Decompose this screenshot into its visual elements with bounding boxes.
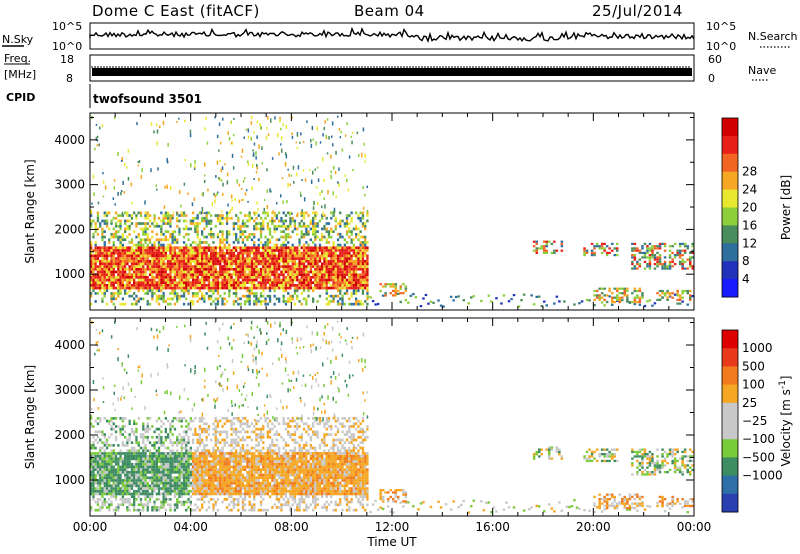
velocity-xlabel: Time UT (366, 535, 417, 549)
power-colorbar-seg-0 (722, 118, 738, 137)
power-colorbar-seg-8 (722, 261, 738, 280)
velocity-colorbar-frame (721, 329, 739, 513)
velocity-colorbar-seg-0 (722, 330, 738, 349)
velocity-colorbar-seg-9 (722, 493, 738, 513)
velocity-ylabel: Slant Range [km] (23, 365, 37, 469)
velocity-ytick-3: 4000 (54, 338, 85, 352)
power-ytick-1: 2000 (54, 222, 85, 236)
velocity-colorbar-seg-2 (722, 366, 738, 386)
velocity-xtick-0: 00:00 (73, 520, 108, 534)
nsearch-tick-top: 10^5 (706, 20, 736, 33)
velocity-cbtick-5: −100 (742, 432, 775, 446)
freq-tick-bottom: 8 (66, 72, 73, 85)
power-ytick-3: 4000 (54, 133, 85, 147)
power-cbtick-3: 16 (742, 218, 757, 232)
nsky-tick-bottom: 10^0 (52, 40, 82, 53)
velocity-colorbar-seg-6 (722, 439, 738, 458)
nsearch-label: N.Search (748, 30, 798, 43)
velocity-colorbar-seg-5 (722, 421, 738, 440)
velocity-ytick-1: 2000 (54, 428, 85, 442)
nave-trace (91, 66, 690, 68)
nsky-tick-top: 10^5 (52, 20, 82, 33)
power-colorbar-frame (721, 117, 739, 298)
nave-label: Nave (748, 64, 776, 77)
power-colorbar-seg-5 (722, 207, 738, 226)
top-panels: 10^5 10^0 N.Sky 10^5 10^0 N.Search Freq. [MHz] 1… (2, 20, 798, 108)
velocity-colorbar-seg-7 (722, 457, 738, 477)
velocity-cbtick-1: 500 (742, 359, 765, 373)
freq-unit: [MHz] (4, 68, 36, 81)
date-label: 25/Jul/2014 (592, 2, 683, 20)
power-colorbar-seg-3 (722, 171, 738, 191)
cpid-label: CPID (6, 91, 35, 104)
velocity-cbtick-4: −25 (742, 414, 767, 428)
power-colorbar-label: Power [dB] (779, 175, 793, 240)
freq-frame (89, 54, 695, 82)
power-cells (90, 115, 694, 308)
power-cbtick-0: 4 (742, 272, 750, 286)
velocity-ytick-0: 1000 (54, 473, 85, 487)
freq-tick-top: 18 (60, 53, 74, 66)
power-cbtick-4: 20 (742, 201, 757, 215)
velocity-xtick-3: 12:00 (375, 520, 410, 534)
freq-trace (92, 68, 692, 76)
power-ytick-0: 1000 (54, 267, 85, 281)
velocity-cells (90, 320, 694, 514)
nsearch-tick-bottom: 10^0 (706, 40, 736, 53)
velocity-xtick-6: 00:00 (677, 520, 712, 534)
power-cbtick-2: 12 (742, 236, 757, 250)
power-colorbar-seg-7 (722, 243, 738, 262)
freq-label: Freq. (4, 52, 31, 65)
power-cbtick-6: 28 (742, 165, 757, 179)
power-cbtick-5: 24 (742, 183, 757, 197)
velocity-xtick-5: 20:00 (576, 520, 611, 534)
nave-tick-bottom: 0 (708, 72, 715, 85)
velocity-panel: 1000 2000 3000 4000 Slant Range [km] 00:00 04:… (23, 317, 793, 549)
power-cbtick-1: 8 (742, 254, 750, 268)
power-ytick-2: 3000 (54, 178, 85, 192)
power-ylabel: Slant Range [km] (23, 159, 37, 263)
power-colorbar-seg-6 (722, 225, 738, 244)
velocity-ytick-2: 3000 (54, 383, 85, 397)
power-colorbar-seg-4 (722, 189, 738, 208)
velocity-xtick-2: 08:00 (274, 520, 309, 534)
velocity-xtick-1: 04:00 (173, 520, 208, 534)
nsky-label: N.Sky (2, 33, 34, 46)
power-colorbar-seg-9 (722, 279, 738, 298)
velocity-colorbar-seg-1 (722, 348, 738, 367)
power-colorbar-seg-2 (722, 153, 738, 173)
velocity-xtick-4: 16:00 (475, 520, 510, 534)
velocity-cbtick-6: −500 (742, 450, 775, 464)
velocity-colorbar-seg-3 (722, 384, 738, 404)
nsky-trace (89, 26, 695, 44)
velocity-cbtick-0: 1000 (742, 341, 773, 355)
velocity-cbtick-3: 25 (742, 396, 757, 410)
power-colorbar-seg-1 (722, 135, 738, 155)
velocity-colorbar-seg-8 (722, 475, 738, 495)
beam-label: Beam 04 (354, 2, 425, 20)
velocity-colorbar-label: Velocity [m s-1] (778, 376, 793, 467)
cpid-value: twofsound 3501 (93, 92, 202, 106)
velocity-cbtick-2: 100 (742, 378, 765, 392)
power-panel: 1000 2000 3000 4000 Slant Range [km] 4 8 12 16 20… (23, 112, 793, 311)
nave-tick-top: 60 (708, 53, 722, 66)
velocity-colorbar-seg-4 (722, 402, 738, 422)
velocity-cbtick-7: −1000 (742, 469, 783, 483)
station-title: Dome C East (fitACF) (92, 2, 260, 20)
